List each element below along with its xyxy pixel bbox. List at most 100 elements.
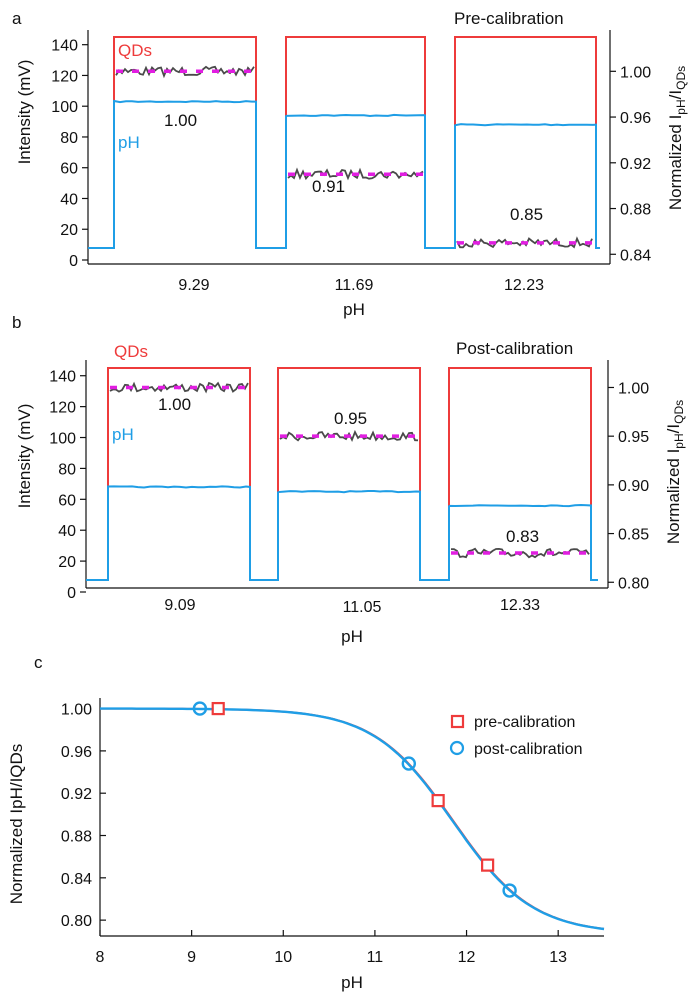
post-calibration-point	[502, 883, 517, 898]
panel-a-ratio-label: 1.00	[164, 111, 197, 130]
panel-b-y-title-right: Normalized IpH/IQDs	[664, 400, 686, 544]
right-tick-label: 0.92	[620, 156, 651, 173]
x-tick-label: 11	[367, 949, 384, 966]
left-tick-label: 0	[67, 585, 76, 602]
panel-b-y-title-left: Intensity (mV)	[15, 404, 34, 509]
panel-a-x-label: 12.23	[504, 277, 544, 294]
panel-a-y-title-left: Intensity (mV)	[15, 60, 34, 165]
post-calibration-point	[192, 701, 208, 716]
post-calibration-fit-curve	[100, 707, 605, 931]
left-tick-label: 40	[58, 523, 76, 540]
ph-intensity-line	[86, 485, 598, 581]
right-tick-label: 0.90	[618, 478, 649, 495]
left-tick-label: 40	[60, 191, 78, 208]
panel-a-series	[88, 36, 600, 249]
panel-b-x-label: 9.09	[164, 597, 195, 614]
panel-a-x-label: 9.29	[178, 277, 209, 294]
panel-c-legend: pre-calibration post-calibration	[449, 714, 583, 758]
panel-a-title: Pre-calibration	[454, 9, 564, 28]
left-tick-label: 80	[58, 461, 76, 478]
right-tick-label: 1.00	[618, 380, 649, 397]
panel-b-right-ticks: 0.80 0.85 0.90 0.95 1.00	[608, 380, 649, 592]
x-tick-label: 8	[96, 949, 105, 966]
panel-a-right-ticks: 0.84 0.88 0.92 0.96 1.00	[610, 64, 651, 264]
panel-c-x-ticks: 8 9 10 11 12 13	[96, 930, 567, 966]
panel-a-y-title-right-sub-qds: QDs	[674, 66, 688, 90]
panel-b-title: Post-calibration	[456, 339, 573, 358]
panel-a-y-title-right-mid: /I	[666, 90, 685, 99]
panel-b-ph-label: pH	[112, 425, 134, 444]
panel-a: a Pre-calibration 0 20 40 60 80 100 120 140 0.8…	[12, 9, 688, 319]
panel-b-y-title-right-sub-qds: QDs	[672, 400, 686, 424]
ph-intensity-line	[88, 99, 600, 249]
y-tick-label: 0.88	[61, 829, 92, 846]
left-tick-label: 100	[51, 99, 78, 116]
y-tick-label: 0.80	[61, 913, 92, 930]
panel-b-left-ticks: 0 20 40 60 80 100 120 140	[49, 369, 86, 602]
panel-c-label: c	[34, 653, 43, 672]
panel-c: c 0.80 0.84 0.88 0.92 0.96 1.00 8 9 10 11 12 13 pH…	[7, 653, 605, 992]
panel-b-qds-label: QDs	[114, 342, 148, 361]
panel-b-x-title: pH	[341, 627, 363, 646]
pre-calibration-point	[431, 794, 445, 808]
right-tick-label: 0.96	[620, 110, 651, 127]
left-tick-label: 140	[49, 369, 76, 386]
x-tick-label: 13	[549, 949, 567, 966]
panel-b-x-label: 11.05	[343, 599, 382, 616]
x-tick-label: 9	[187, 949, 196, 966]
right-tick-label: 0.85	[618, 527, 649, 544]
qds-intensity-line	[86, 367, 598, 581]
panel-c-x-title: pH	[341, 973, 363, 992]
panel-b-y-title-right-main: Normalized I	[664, 449, 683, 544]
right-tick-label: 0.95	[618, 429, 649, 446]
panel-b-y-title-right-mid: /I	[664, 424, 683, 433]
y-tick-label: 0.84	[61, 871, 92, 888]
panel-a-ratio-label: 0.85	[510, 205, 543, 224]
x-tick-label: 12	[458, 949, 476, 966]
y-tick-label: 0.96	[61, 744, 92, 761]
left-tick-label: 120	[51, 68, 78, 85]
left-tick-label: 60	[58, 492, 76, 509]
panel-b-label: b	[12, 313, 21, 332]
qds-intensity-line	[88, 36, 600, 249]
left-tick-label: 60	[60, 161, 78, 178]
left-tick-label: 20	[58, 554, 76, 571]
left-tick-label: 0	[69, 253, 78, 270]
panel-a-label: a	[12, 9, 22, 28]
pre-calibration-point	[211, 701, 225, 716]
y-tick-label: 1.00	[61, 702, 92, 719]
left-tick-label: 100	[49, 431, 76, 448]
panel-a-x-title: pH	[343, 300, 365, 319]
panel-a-y-title-right-main: Normalized I	[666, 115, 685, 210]
right-tick-label: 1.00	[620, 64, 651, 81]
left-tick-label: 80	[60, 130, 78, 147]
panel-c-fit-curves	[100, 707, 605, 931]
left-tick-label: 20	[60, 222, 78, 239]
panel-a-y-title-right: Normalized IpH/IQDs	[666, 66, 688, 210]
panel-b-ratio-label: 0.83	[506, 527, 539, 546]
panel-b-y-title-right-sub-ph: pH	[672, 433, 686, 448]
left-tick-label: 140	[51, 38, 78, 55]
legend-label: pre-calibration	[474, 714, 575, 731]
left-tick-label: 120	[49, 400, 76, 417]
panel-c-y-ticks: 0.80 0.84 0.88 0.92 0.96 1.00	[61, 702, 106, 930]
panel-c-y-title: Normalized IpH/IQDs	[7, 744, 26, 905]
panel-b-x-label: 12.33	[500, 597, 540, 614]
x-tick-label: 10	[274, 949, 292, 966]
panel-c-points	[192, 701, 517, 898]
panel-b-ratio-label: 1.00	[158, 395, 191, 414]
y-tick-label: 0.92	[61, 786, 92, 803]
legend-circle-marker	[449, 740, 465, 756]
panel-a-x-label: 11.69	[335, 277, 374, 294]
panel-a-ratio-label: 0.91	[312, 177, 345, 196]
post-calibration-point	[401, 756, 417, 771]
right-tick-label: 0.88	[620, 202, 651, 219]
pre-calibration-point	[481, 858, 495, 872]
panel-a-qds-label: QDs	[118, 41, 152, 60]
right-tick-label: 0.80	[618, 575, 649, 592]
right-tick-label: 0.84	[620, 247, 651, 264]
legend-square-marker	[450, 714, 465, 729]
panel-a-left-ticks: 0 20 40 60 80 100 120 140	[51, 38, 88, 270]
panel-b: b Post-calibration 0 20 40 60 80 100 120 140 0.…	[12, 313, 686, 646]
